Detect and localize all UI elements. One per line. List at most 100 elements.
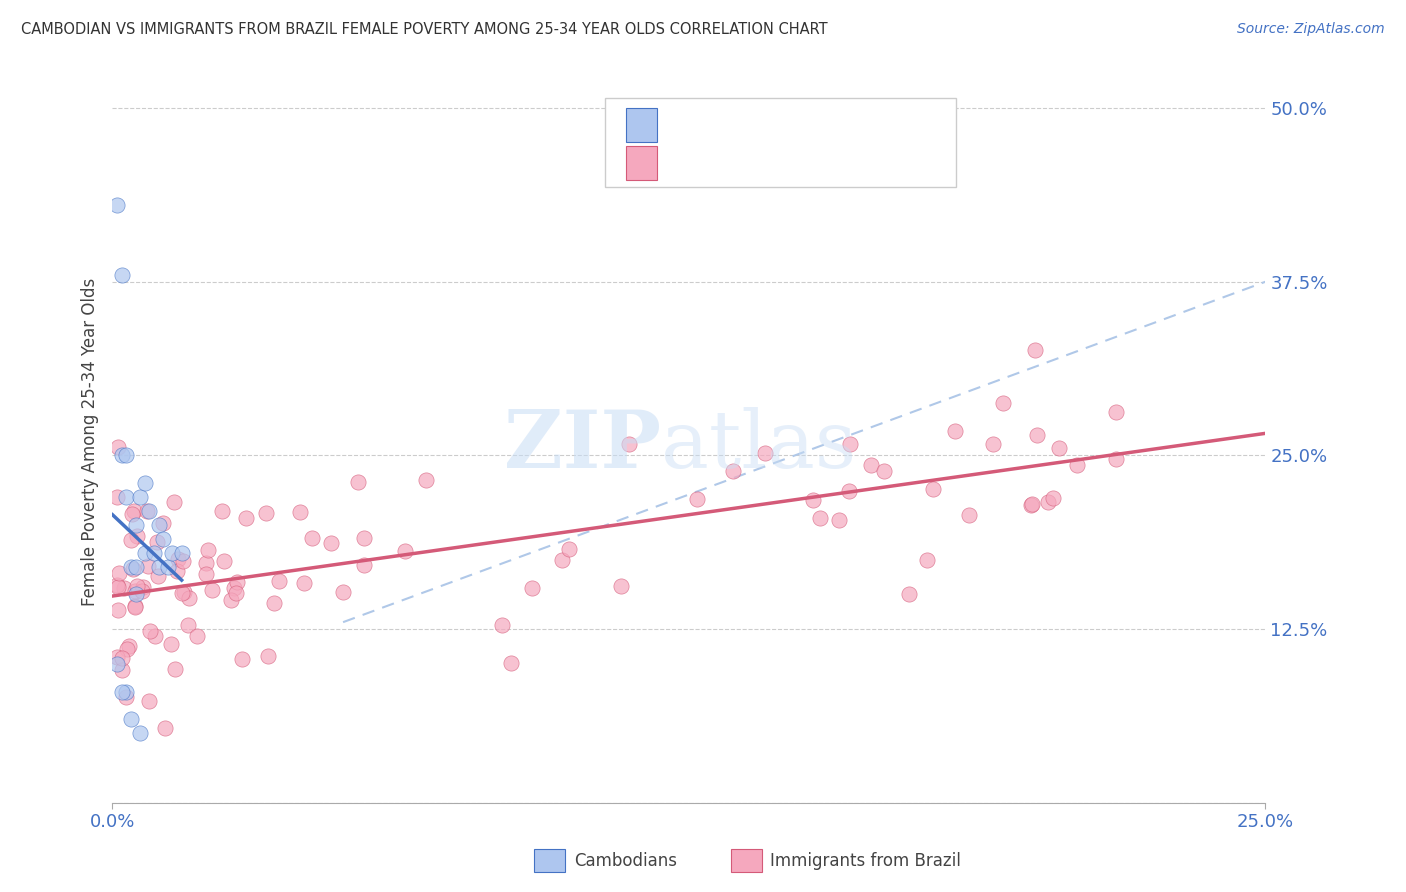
Point bbox=[148, 559, 170, 574]
Point bbox=[120, 559, 142, 574]
Point bbox=[127, 579, 149, 593]
Point bbox=[134, 546, 156, 560]
Point bbox=[991, 396, 1014, 410]
Point bbox=[499, 656, 522, 670]
Point bbox=[943, 424, 966, 438]
Point bbox=[107, 603, 129, 617]
Point bbox=[124, 583, 146, 598]
Point bbox=[898, 587, 921, 601]
Point bbox=[557, 542, 579, 557]
Point bbox=[292, 575, 315, 590]
Point bbox=[686, 492, 709, 507]
Point bbox=[828, 513, 851, 527]
Point bbox=[201, 583, 224, 598]
Point bbox=[132, 580, 155, 594]
Point bbox=[112, 581, 135, 595]
Point bbox=[115, 642, 138, 657]
Point bbox=[105, 491, 128, 505]
Point bbox=[859, 458, 882, 473]
Point bbox=[122, 562, 145, 576]
Point bbox=[1042, 491, 1064, 506]
Point bbox=[176, 617, 198, 632]
Point bbox=[105, 657, 128, 671]
Text: Immigrants from Brazil: Immigrants from Brazil bbox=[770, 852, 962, 870]
Point bbox=[138, 558, 160, 573]
Point bbox=[139, 624, 162, 639]
Point bbox=[491, 617, 513, 632]
Text: 0.277: 0.277 bbox=[706, 154, 754, 172]
Point bbox=[124, 559, 146, 574]
Point bbox=[152, 532, 174, 546]
Point bbox=[1024, 343, 1046, 358]
Point bbox=[115, 684, 138, 698]
Text: 25: 25 bbox=[827, 116, 853, 134]
Text: N =: N = bbox=[787, 154, 824, 172]
Point bbox=[125, 529, 148, 543]
Point bbox=[146, 568, 169, 582]
Text: 0.157: 0.157 bbox=[706, 116, 754, 134]
Point bbox=[177, 591, 200, 605]
Point bbox=[165, 662, 187, 676]
Point bbox=[1026, 428, 1049, 442]
Point bbox=[111, 684, 134, 698]
Point bbox=[838, 483, 860, 498]
Point bbox=[114, 690, 136, 705]
Point bbox=[1036, 495, 1059, 509]
Point bbox=[111, 268, 134, 282]
Point bbox=[1019, 498, 1042, 512]
Point bbox=[107, 566, 129, 580]
Point bbox=[254, 506, 277, 520]
Point bbox=[1066, 458, 1088, 472]
Y-axis label: Female Poverty Among 25-34 Year Olds: Female Poverty Among 25-34 Year Olds bbox=[80, 277, 98, 606]
Point bbox=[617, 437, 640, 451]
Point bbox=[520, 581, 543, 595]
Point bbox=[224, 581, 246, 595]
Point bbox=[197, 543, 219, 558]
Point bbox=[166, 564, 188, 578]
Point bbox=[801, 493, 824, 508]
Point bbox=[111, 449, 134, 463]
Point bbox=[167, 551, 190, 566]
Point bbox=[160, 637, 183, 651]
Text: CAMBODIAN VS IMMIGRANTS FROM BRAZIL FEMALE POVERTY AMONG 25-34 YEAR OLDS CORRELA: CAMBODIAN VS IMMIGRANTS FROM BRAZIL FEMA… bbox=[21, 22, 828, 37]
Point bbox=[124, 600, 146, 615]
Point bbox=[353, 531, 375, 545]
Point bbox=[922, 482, 945, 496]
Point bbox=[105, 198, 128, 212]
Point bbox=[219, 593, 242, 607]
Point bbox=[105, 649, 128, 664]
Point bbox=[915, 553, 938, 567]
Text: ZIP: ZIP bbox=[503, 407, 661, 485]
Point bbox=[754, 445, 776, 459]
Point bbox=[257, 648, 280, 663]
Point bbox=[808, 511, 831, 525]
Point bbox=[172, 554, 194, 568]
Point bbox=[134, 476, 156, 491]
Point bbox=[173, 584, 195, 599]
Point bbox=[120, 533, 142, 548]
Point bbox=[415, 473, 437, 487]
Point bbox=[267, 574, 290, 589]
Point bbox=[873, 464, 896, 478]
Point bbox=[332, 585, 354, 599]
Point bbox=[288, 505, 311, 519]
Point bbox=[225, 585, 247, 599]
Point bbox=[124, 587, 146, 601]
Point bbox=[162, 546, 184, 560]
Point bbox=[115, 490, 138, 504]
Point bbox=[214, 553, 236, 567]
Point bbox=[143, 546, 166, 560]
Text: R =: R = bbox=[668, 154, 704, 172]
Point bbox=[138, 694, 160, 708]
Point bbox=[115, 449, 138, 463]
Point bbox=[111, 651, 134, 665]
Point bbox=[551, 553, 574, 567]
Point bbox=[394, 544, 416, 558]
Point bbox=[146, 535, 169, 549]
Point bbox=[170, 586, 193, 600]
Text: N =: N = bbox=[787, 116, 824, 134]
Point bbox=[143, 629, 166, 643]
Point bbox=[1021, 498, 1043, 512]
Point bbox=[124, 599, 146, 613]
Text: atlas: atlas bbox=[661, 407, 856, 485]
